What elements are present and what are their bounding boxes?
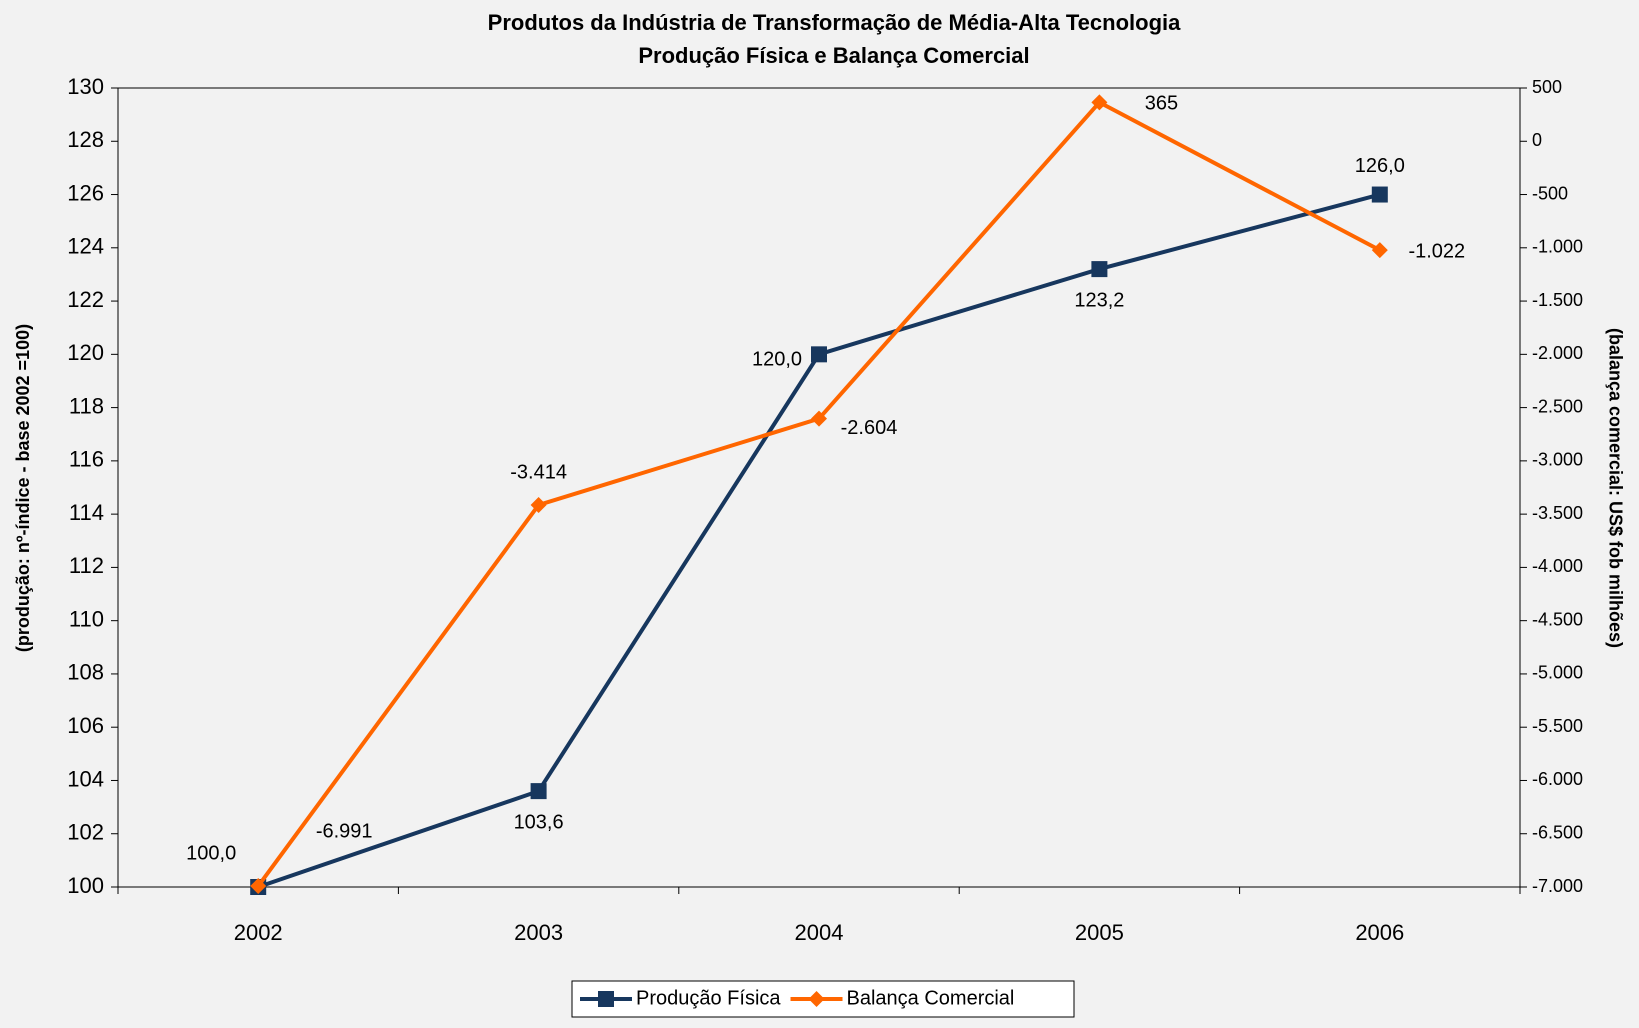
y2-tick-label: -5.500 [1532,716,1583,736]
data-label: -3.414 [510,461,567,483]
data-point [1091,261,1107,277]
y2-tick-label: -2.000 [1532,343,1583,363]
y2-tick-label: -500 [1532,183,1568,203]
x-tick-label: 2006 [1355,920,1404,945]
y-tick-label: 116 [69,447,104,472]
y-tick-label: 108 [67,660,104,685]
x-tick-label: 2003 [514,920,563,945]
x-tick-label: 2002 [234,920,283,945]
page: Produtos da Indústria de Transformação d… [0,0,1639,1028]
data-label: -1.022 [1408,240,1465,262]
data-label: -2.604 [841,417,898,439]
data-label: 120,0 [752,349,802,371]
y2-tick-label: -1.500 [1532,290,1583,310]
y-tick-label: 122 [67,287,104,312]
legend-label: Produção Física [636,987,781,1009]
data-label: 126,0 [1355,155,1405,177]
data-label: 103,6 [514,811,564,833]
data-label: 123,2 [1074,289,1124,311]
y2-tick-label: -6.000 [1532,769,1583,789]
y2-tick-label: -6.500 [1532,822,1583,842]
y-tick-label: 126 [67,180,104,205]
y2-tick-label: -1.000 [1532,237,1583,257]
y2-tick-label: -5.000 [1532,663,1583,683]
y-tick-label: 130 [67,74,104,99]
y-tick-label: 104 [67,766,104,791]
data-label: 100,0 [186,842,236,864]
y2-tick-label: -3.500 [1532,503,1583,523]
data-label: -6.991 [316,820,373,842]
data-label: 365 [1145,93,1178,115]
y-tick-label: 106 [67,713,104,738]
y2-tick-label: 500 [1532,77,1562,97]
legend-label: Balança Comercial [847,987,1015,1009]
y-tick-label: 102 [67,820,104,845]
y2-tick-label: -3.000 [1532,450,1583,470]
chart-title: Produtos da Indústria de Transformação d… [488,10,1181,35]
y-tick-label: 112 [69,553,104,578]
x-tick-label: 2005 [1075,920,1124,945]
y2-tick-label: -7.000 [1532,876,1583,896]
y2-tick-label: -4.500 [1532,609,1583,629]
data-point [811,346,827,362]
y2-tick-label: -4.000 [1532,556,1583,576]
x-tick-label: 2004 [795,920,844,945]
legend-marker [598,991,614,1007]
data-point [1372,187,1388,203]
y2-tick-label: -2.500 [1532,396,1583,416]
y-tick-label: 124 [67,234,104,259]
y-tick-label: 118 [69,393,104,418]
y-tick-label: 128 [67,127,104,152]
y-axis-label: (produção: nº-índice - base 2002 =100) [13,324,33,652]
y-tick-label: 100 [67,873,104,898]
y2-tick-label: 0 [1532,130,1542,150]
y-tick-label: 120 [67,340,104,365]
y-tick-label: 114 [69,500,104,525]
y-tick-label: 110 [69,606,104,631]
chart-subtitle: Produção Física e Balança Comercial [638,43,1029,68]
data-point [531,783,547,799]
y2-axis-label: (balança comercial: US$ fob milhões) [1605,328,1625,648]
chart: Produtos da Indústria de Transformação d… [0,0,1639,1028]
